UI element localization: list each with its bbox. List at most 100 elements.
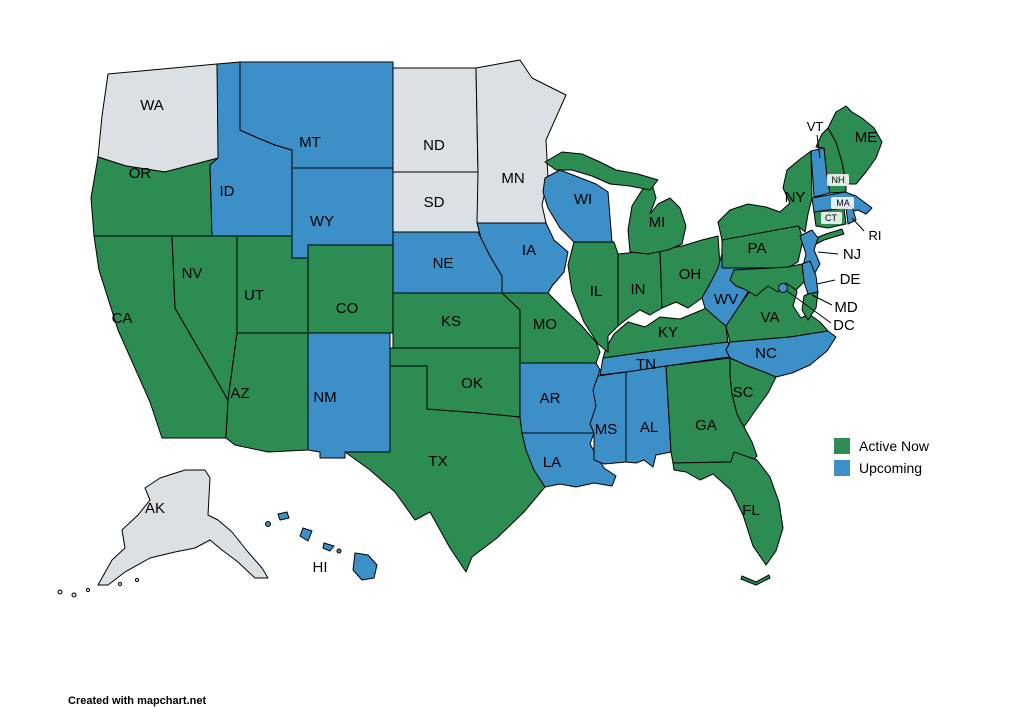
state-ak-island-5[interactable]	[134, 577, 140, 583]
state-label-fl: FL	[742, 502, 760, 519]
state-label-wi: WI	[574, 191, 592, 208]
state-label-sc: SC	[733, 384, 754, 401]
state-label-ca: CA	[112, 310, 133, 327]
label-backgrounds	[821, 174, 854, 224]
state-label-ne: NE	[433, 255, 454, 272]
state-ky[interactable]	[602, 299, 735, 359]
state-label-co: CO	[336, 300, 359, 317]
legend-label-upcoming: Upcoming	[859, 460, 923, 476]
state-mi-upper[interactable]	[544, 151, 659, 191]
state-label-nh: NH	[832, 175, 845, 185]
leader-md	[811, 294, 833, 306]
state-hi-island-4[interactable]	[322, 542, 335, 552]
state-il[interactable]	[567, 241, 619, 353]
state-label-ks: KS	[441, 313, 461, 330]
state-mi-lower[interactable]	[627, 183, 687, 255]
state-ak[interactable]	[97, 469, 269, 586]
state-label-sd: SD	[424, 194, 445, 211]
leader-nj	[817, 251, 839, 255]
state-label-mo: MO	[533, 316, 557, 333]
state-label-or: OR	[129, 165, 152, 182]
state-label-wy: WY	[310, 213, 334, 230]
state-label-wa: WA	[140, 97, 164, 114]
state-nd[interactable]	[392, 67, 479, 173]
state-mo[interactable]	[501, 292, 601, 364]
state-label-bg-ma	[831, 197, 854, 209]
state-hi-island-3[interactable]	[299, 527, 313, 542]
state-label-md: MD	[834, 299, 857, 316]
state-label-az: AZ	[230, 385, 249, 402]
state-label-ri: RI	[869, 228, 882, 243]
state-label-mi: MI	[649, 214, 666, 231]
leader-de	[816, 279, 836, 285]
state-label-al: AL	[640, 419, 658, 436]
state-label-ak: AK	[145, 500, 165, 517]
state-ia[interactable]	[476, 222, 569, 294]
state-label-va: VA	[761, 309, 780, 326]
state-ny[interactable]	[717, 150, 813, 241]
state-label-id: ID	[220, 183, 235, 200]
leader-ri	[851, 217, 865, 232]
state-hi-island-2[interactable]	[277, 511, 290, 521]
state-ms-main[interactable]	[589, 371, 627, 465]
legend-row-active: Active Now	[834, 438, 929, 454]
attribution: Created with mapchart.net	[68, 695, 207, 707]
state-label-ok: OK	[461, 375, 483, 392]
state-dc-dot[interactable]	[778, 283, 788, 293]
legend: Active Now Upcoming	[834, 438, 929, 482]
state-la[interactable]	[521, 432, 617, 488]
state-label-vt: VT	[807, 119, 824, 134]
state-fl-keys[interactable]	[740, 574, 771, 586]
state-ak-island-2[interactable]	[71, 592, 77, 598]
legend-label-active: Active Now	[859, 438, 930, 454]
state-shapes	[57, 59, 883, 598]
state-label-bg-ct	[821, 212, 842, 224]
state-label-me: ME	[855, 129, 878, 146]
state-label-in: IN	[631, 281, 646, 298]
state-ak-island-3[interactable]	[85, 587, 91, 593]
leader-vt	[816, 134, 821, 159]
state-label-de: DE	[840, 271, 861, 288]
state-wi[interactable]	[542, 169, 613, 243]
state-ak-island-1[interactable]	[57, 589, 63, 595]
state-co[interactable]	[307, 244, 394, 334]
state-label-nd: ND	[423, 137, 445, 154]
state-ak-island-4[interactable]	[117, 581, 123, 587]
state-label-ky: KY	[658, 324, 678, 341]
state-al[interactable]	[625, 365, 672, 468]
state-label-ms: MS	[595, 421, 618, 438]
state-fl[interactable]	[672, 451, 784, 566]
state-label-hi: HI	[313, 559, 328, 576]
state-label-bg-nh	[827, 174, 849, 186]
leader-dc	[786, 290, 832, 324]
state-label-pa: PA	[748, 240, 767, 257]
state-label-nm: NM	[313, 389, 336, 406]
state-label-wv: WV	[714, 291, 738, 308]
state-label-tn: TN	[636, 356, 656, 373]
state-sc[interactable]	[729, 357, 777, 428]
state-hi-island-5[interactable]	[336, 548, 342, 554]
state-label-nc: NC	[755, 345, 777, 362]
state-label-mt: MT	[299, 134, 321, 151]
state-label-il: IL	[590, 283, 603, 300]
state-label-nj: NJ	[843, 246, 861, 263]
state-hi-island-1[interactable]	[265, 521, 271, 527]
state-label-oh: OH	[679, 266, 702, 283]
state-me[interactable]	[827, 105, 883, 185]
state-md[interactable]	[729, 263, 819, 321]
state-label-mn: MN	[501, 170, 524, 187]
state-labels: WA OR CA NV ID MT WY UT CO AZ NM TX OK K…	[112, 97, 882, 576]
state-label-ny: NY	[785, 189, 806, 206]
state-wa[interactable]	[97, 63, 221, 173]
state-label-ut: UT	[244, 287, 264, 304]
state-hi-big-island[interactable]	[352, 552, 378, 581]
state-label-ia: IA	[522, 242, 536, 259]
legend-swatch-active	[834, 438, 850, 454]
legend-row-upcoming: Upcoming	[834, 460, 929, 476]
state-label-la: LA	[543, 454, 561, 471]
state-label-nv: NV	[182, 265, 203, 282]
state-label-ma: MA	[836, 198, 850, 208]
state-label-ar: AR	[540, 390, 561, 407]
